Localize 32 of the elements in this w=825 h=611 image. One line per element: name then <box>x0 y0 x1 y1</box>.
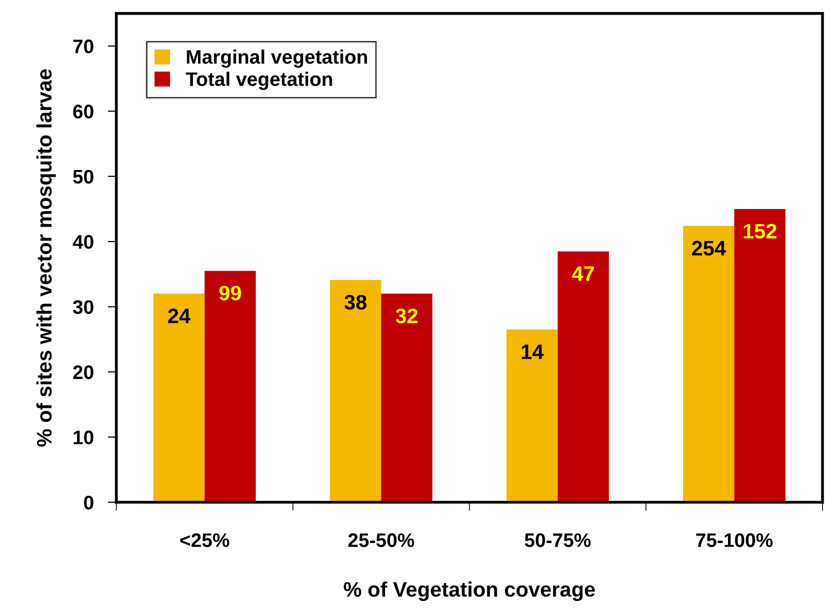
annotation: 152 <box>744 224 776 239</box>
bar <box>683 226 734 502</box>
bar <box>506 330 558 502</box>
x-tick-label: 25-50% <box>348 533 414 548</box>
y-tick-label: 20 <box>73 365 94 380</box>
y-tick-label: 50 <box>73 170 94 184</box>
annotation: 38 <box>344 294 366 310</box>
annotation: 32 <box>396 308 418 324</box>
annotation: 47 <box>572 266 594 281</box>
y-tick-label: 60 <box>73 104 94 118</box>
bar <box>204 270 256 502</box>
y-tick-label: 0 <box>84 496 94 510</box>
y-tick-label: 40 <box>72 235 94 249</box>
y-tick-label: 30 <box>72 300 94 314</box>
bar <box>734 208 786 502</box>
bar <box>330 280 382 502</box>
bar <box>381 294 432 502</box>
annotation: 24 <box>168 308 190 324</box>
annotation: 254 <box>692 240 726 256</box>
bar <box>153 294 205 502</box>
y-tick-label: 70 <box>73 39 94 54</box>
legend-label: Total vegetation <box>186 72 332 90</box>
y-axis-title: % of sites with vector mosquito larvae <box>36 69 56 447</box>
annotation: 99 <box>219 286 242 301</box>
y-tick-label: 10 <box>74 430 94 444</box>
x-tick-label: 50-75% <box>524 533 591 548</box>
x-tick-label: 75-100% <box>696 533 773 548</box>
x-tick-label: <25% <box>180 533 230 548</box>
legend-label: Marginal vegetation <box>186 50 367 68</box>
bar <box>558 251 609 502</box>
annotation: 14 <box>522 344 544 359</box>
x-axis-title: % of Vegetation coverage <box>344 581 595 601</box>
